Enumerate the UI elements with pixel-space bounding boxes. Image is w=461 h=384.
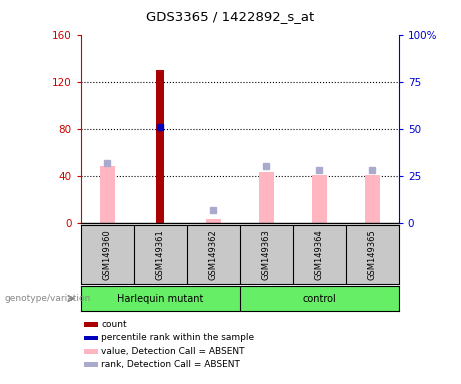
Bar: [84, 322, 98, 327]
Bar: [365, 174, 380, 223]
Text: GSM149363: GSM149363: [262, 229, 271, 280]
Bar: [259, 172, 274, 223]
Text: control: control: [302, 293, 336, 304]
Bar: [100, 166, 115, 223]
Text: GSM149361: GSM149361: [156, 229, 165, 280]
Bar: [84, 349, 98, 354]
Text: GDS3365 / 1422892_s_at: GDS3365 / 1422892_s_at: [147, 10, 314, 23]
Text: value, Detection Call = ABSENT: value, Detection Call = ABSENT: [101, 347, 244, 356]
Text: percentile rank within the sample: percentile rank within the sample: [101, 333, 254, 343]
Text: rank, Detection Call = ABSENT: rank, Detection Call = ABSENT: [101, 360, 240, 369]
Text: genotype/variation: genotype/variation: [5, 294, 91, 303]
Bar: [206, 219, 221, 223]
Text: Harlequin mutant: Harlequin mutant: [117, 293, 203, 304]
Bar: [312, 174, 327, 223]
Text: GSM149364: GSM149364: [315, 229, 324, 280]
Text: count: count: [101, 320, 127, 329]
Text: GSM149362: GSM149362: [209, 229, 218, 280]
Text: GSM149360: GSM149360: [103, 229, 112, 280]
Bar: [84, 362, 98, 367]
Text: GSM149365: GSM149365: [368, 229, 377, 280]
Bar: [84, 336, 98, 341]
Bar: [156, 70, 164, 223]
